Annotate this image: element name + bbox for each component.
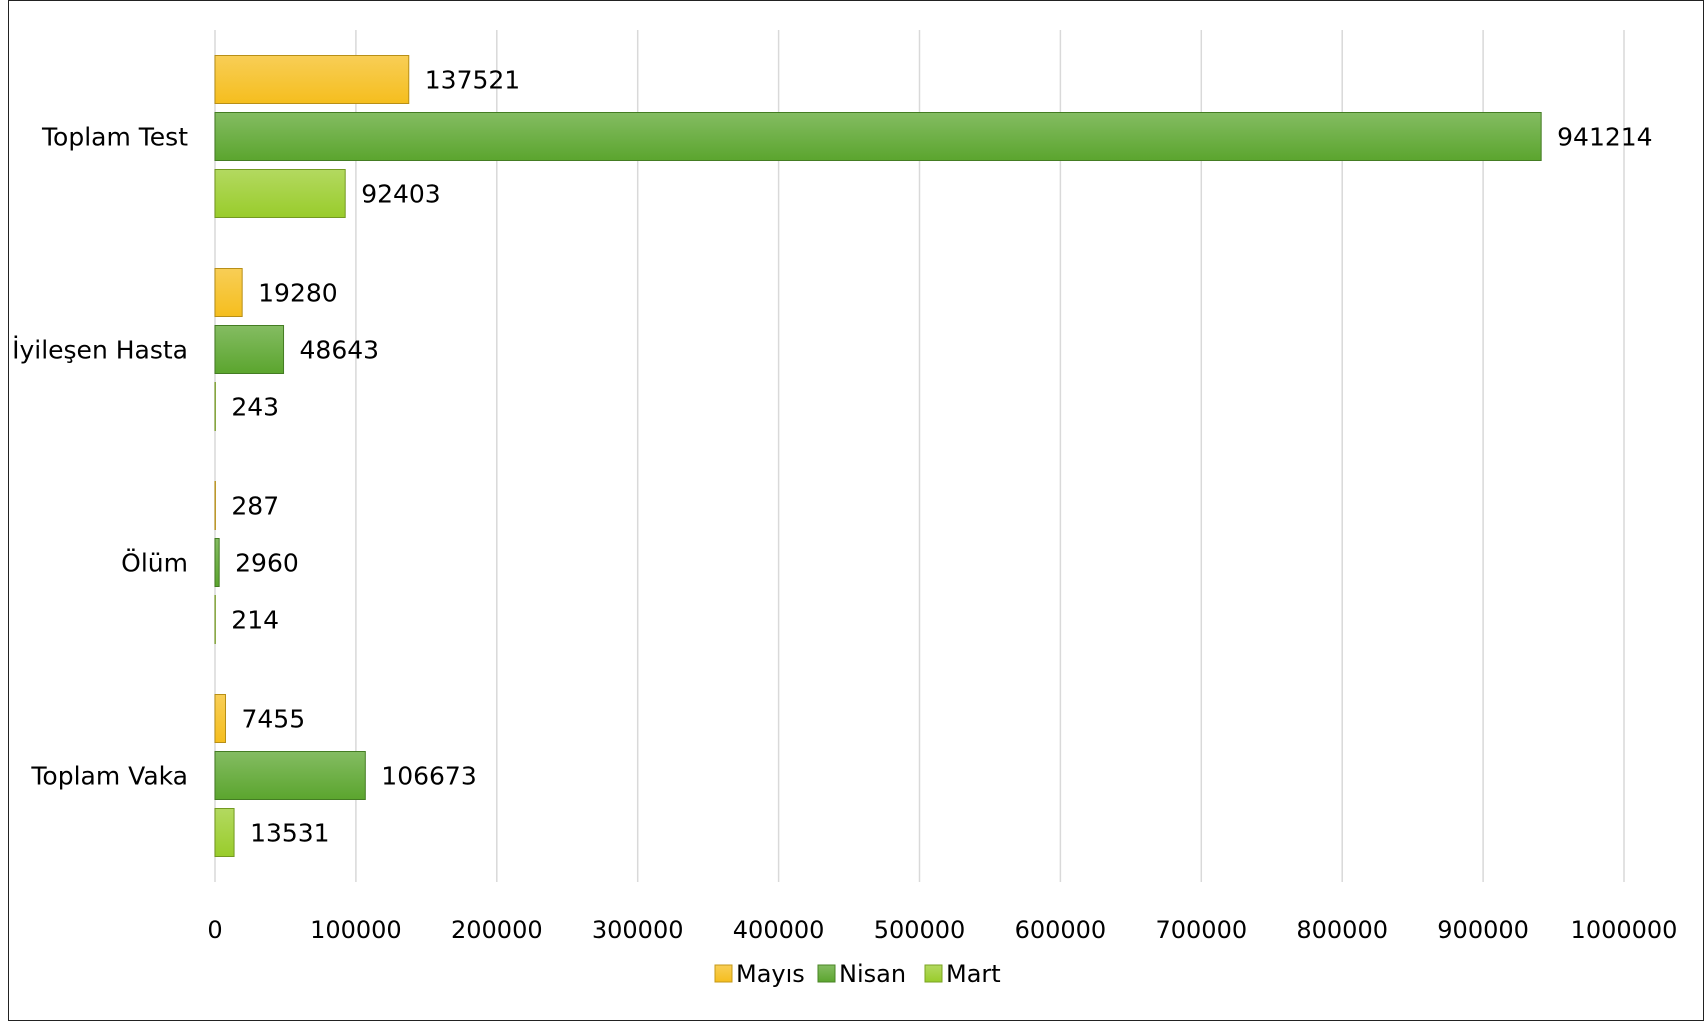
legend-label-nisan: Nisan — [839, 960, 906, 988]
data-label-mart-iyilesen-hasta: 243 — [231, 393, 279, 422]
bar-nisan-toplam-test[interactable] — [214, 112, 1542, 161]
x-axis-ticks: 0 100000 200000 300000 400000 500000 600000 700… — [207, 916, 1677, 944]
legend-swatch-nisan — [817, 964, 836, 983]
category-label-toplam-vaka: Toplam Vaka — [30, 762, 188, 791]
x-tick-label: 0 — [207, 916, 222, 944]
x-tick-label: 800000 — [1296, 916, 1388, 944]
data-label-mart-olum: 214 — [231, 606, 279, 635]
data-label-mayis-olum: 287 — [231, 492, 279, 521]
data-label-nisan-olum: 2960 — [235, 549, 299, 578]
legend-label-mayis: Mayıs — [736, 960, 805, 988]
data-label-mayis-toplam-vaka: 7455 — [242, 705, 306, 734]
legend-swatch-mayis — [714, 964, 733, 983]
category-labels: Toplam Test İyileşen Hasta Ölüm Toplam Vaka — [12, 123, 188, 791]
x-tick-label: 400000 — [733, 916, 825, 944]
category-label-iyilesen-hasta: İyileşen Hasta — [12, 336, 188, 365]
x-tick-label: 900000 — [1437, 916, 1529, 944]
legend-label-mart: Mart — [946, 960, 1001, 988]
data-label-nisan-toplam-vaka: 106673 — [381, 762, 476, 791]
bar-nisan-olum[interactable] — [214, 538, 220, 587]
data-label-mart-toplam-test: 92403 — [361, 180, 441, 209]
bars — [214, 55, 1542, 857]
bar-mayis-toplam-test[interactable] — [214, 55, 410, 104]
bar-mart-toplam-test[interactable] — [214, 169, 346, 218]
x-tick-label: 100000 — [310, 916, 402, 944]
data-label-mayis-iyilesen-hasta: 19280 — [258, 279, 338, 308]
legend-item-nisan[interactable]: Nisan — [817, 960, 906, 988]
legend-item-mayis[interactable]: Mayıs — [714, 960, 805, 988]
bar-mayis-iyilesen-hasta[interactable] — [214, 268, 243, 317]
data-label-mart-toplam-vaka: 13531 — [250, 819, 330, 848]
x-tick-label: 1000000 — [1571, 916, 1678, 944]
bar-mayis-toplam-vaka[interactable] — [214, 694, 227, 743]
legend-swatch-mart — [924, 964, 943, 983]
legend-item-mart[interactable]: Mart — [924, 960, 1001, 988]
bar-mart-toplam-vaka[interactable] — [214, 808, 235, 857]
data-labels: 137521 941214 92403 19280 48643 243 287 2960 214… — [231, 66, 1652, 848]
bar-nisan-iyilesen-hasta[interactable] — [214, 325, 285, 374]
category-label-olum: Ölüm — [121, 549, 188, 578]
x-tick-label: 600000 — [1015, 916, 1107, 944]
data-label-nisan-iyilesen-hasta: 48643 — [300, 336, 380, 365]
data-label-mayis-toplam-test: 137521 — [425, 66, 520, 95]
category-label-toplam-test: Toplam Test — [41, 123, 188, 152]
x-tick-label: 300000 — [592, 916, 684, 944]
data-label-nisan-toplam-test: 941214 — [1557, 123, 1652, 152]
x-tick-label: 200000 — [451, 916, 543, 944]
x-tick-label: 700000 — [1155, 916, 1247, 944]
bar-nisan-toplam-vaka[interactable] — [214, 751, 366, 800]
x-tick-label: 500000 — [874, 916, 966, 944]
legend[interactable]: Mayıs Nisan Mart — [714, 960, 1001, 988]
